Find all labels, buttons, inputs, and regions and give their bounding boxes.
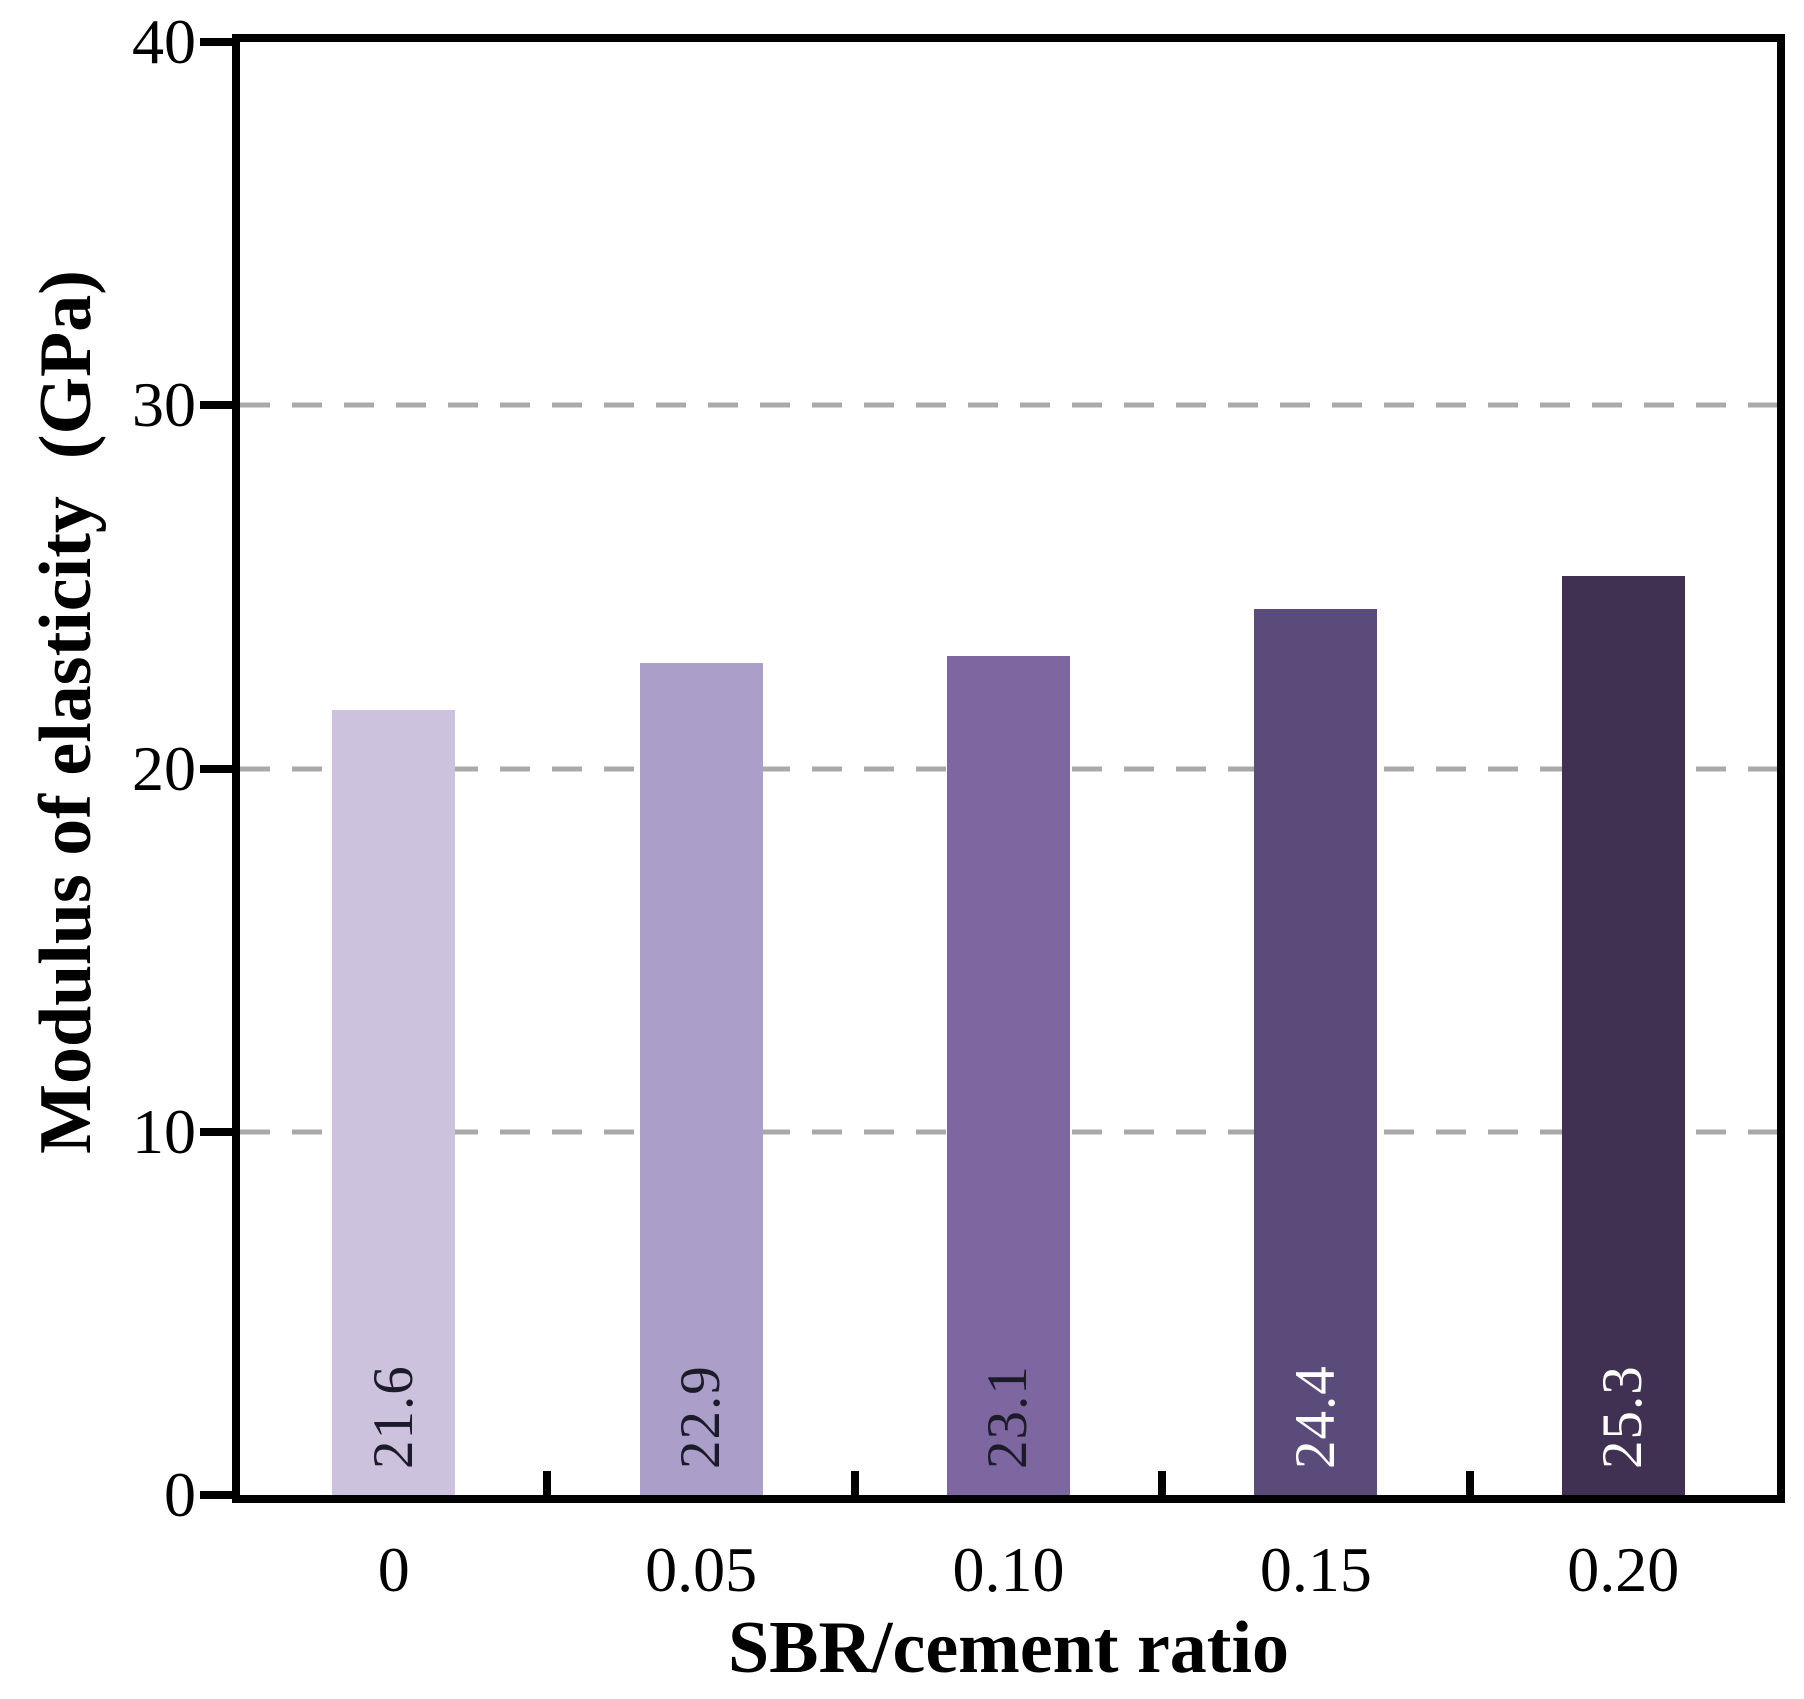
x-tick-label: 0 <box>377 1534 410 1605</box>
y-tick-label: 40 <box>132 6 196 77</box>
bar: 25.3 <box>1561 575 1685 1495</box>
x-axis-title: SBR/cement ratio <box>727 1607 1290 1689</box>
x-tick <box>850 1471 859 1495</box>
category-slot: 25.3 <box>1470 42 1777 1495</box>
y-tick <box>200 1127 232 1136</box>
bar: 22.9 <box>639 663 763 1495</box>
x-tick <box>543 1471 552 1495</box>
x-tick <box>1465 1471 1474 1495</box>
y-tick-label: 0 <box>164 1459 196 1530</box>
y-tick-label: 10 <box>132 1095 196 1167</box>
y-tick <box>200 764 232 773</box>
bar: 21.6 <box>332 710 456 1495</box>
x-tick-label: 0.20 <box>1567 1534 1680 1605</box>
bar-value-label: 23.1 <box>976 1365 1040 1469</box>
plot-area: 21.6 22.9 23.1 24.4 25.3 <box>232 34 1785 1503</box>
x-tick-label: 0.10 <box>952 1534 1065 1605</box>
y-tick <box>200 38 232 46</box>
y-tick <box>200 1491 232 1499</box>
x-tick-label: 0.05 <box>645 1534 758 1605</box>
category-slot: 24.4 <box>1162 42 1469 1495</box>
bar-value-label: 22.9 <box>669 1365 733 1469</box>
y-tick-label: 20 <box>132 732 196 804</box>
x-tick-label: 0.15 <box>1259 1534 1372 1605</box>
category-slot: 23.1 <box>855 42 1162 1495</box>
category-slot: 21.6 <box>240 42 547 1495</box>
bar-value-label: 25.3 <box>1591 1365 1655 1469</box>
bar: 24.4 <box>1254 608 1378 1495</box>
x-tick <box>1158 1471 1167 1495</box>
bar-value-label: 21.6 <box>361 1365 425 1469</box>
bar: 23.1 <box>947 655 1070 1495</box>
category-slot: 22.9 <box>547 42 854 1495</box>
y-tick <box>200 401 232 410</box>
bar-value-label: 24.4 <box>1283 1365 1347 1469</box>
y-tick-label: 30 <box>132 369 196 441</box>
gridline-30 <box>240 402 1777 408</box>
